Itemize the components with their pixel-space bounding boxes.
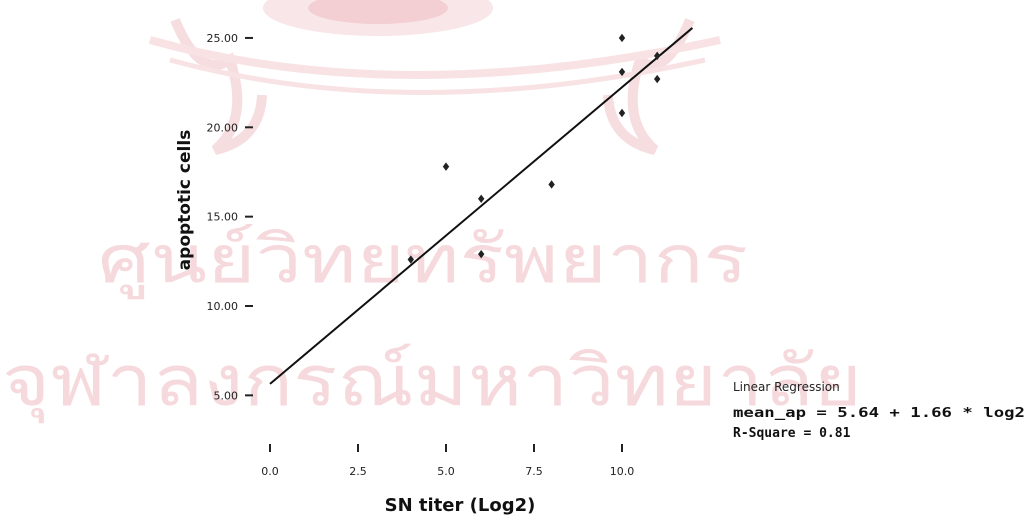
x-tick-label: 7.5 xyxy=(525,465,543,478)
data-point xyxy=(618,67,626,77)
x-tick-label: 5.0 xyxy=(437,465,455,478)
regression-line xyxy=(269,27,694,385)
data-points xyxy=(407,33,661,264)
x-axis-title: SN titer (Log2) xyxy=(385,495,536,516)
data-point xyxy=(548,180,555,189)
y-tick-label: 5.00 xyxy=(214,389,239,402)
data-point xyxy=(618,108,626,118)
y-tick-label: 10.00 xyxy=(207,300,239,313)
watermark-line-1: ศูนย์วิทยทรัพยากร xyxy=(98,221,748,300)
data-point xyxy=(442,162,450,171)
data-point xyxy=(478,194,485,203)
annotation-r-square: R-Square = 0.81 xyxy=(733,426,851,441)
data-point xyxy=(654,51,661,61)
x-tick-label: 10.0 xyxy=(610,465,635,478)
y-tick-label: 15.00 xyxy=(207,211,239,224)
watermark-line-2: จุฬาลงกรณ์มหาวิทยาลัย xyxy=(2,340,862,424)
data-point xyxy=(654,74,661,84)
x-axis: 0.0 2.5 5.0 7.5 10.0 xyxy=(261,444,634,478)
watermark: ศูนย์วิทยทรัพยากร จุฬาลงกรณ์มหาวิทยาลัย xyxy=(2,0,862,424)
annotation-equation: mean_ap = 5.64 + 1.66 * log2 xyxy=(733,406,1025,421)
y-axis-title: apoptotic cells xyxy=(175,130,195,271)
watermark-seal xyxy=(148,0,721,155)
y-tick-label: 20.00 xyxy=(207,121,239,134)
y-tick-label: 25.00 xyxy=(207,32,239,45)
data-point xyxy=(407,255,414,264)
x-tick-label: 2.5 xyxy=(349,465,367,478)
x-tick-label: 0.0 xyxy=(261,465,279,478)
annotation-title: Linear Regression xyxy=(733,380,840,394)
data-point xyxy=(478,249,485,259)
y-axis: 5.00 10.00 15.00 20.00 25.00 xyxy=(207,32,253,402)
regression-annotation: Linear Regression mean_ap = 5.64 + 1.66 … xyxy=(733,380,1025,441)
data-point xyxy=(618,33,626,43)
